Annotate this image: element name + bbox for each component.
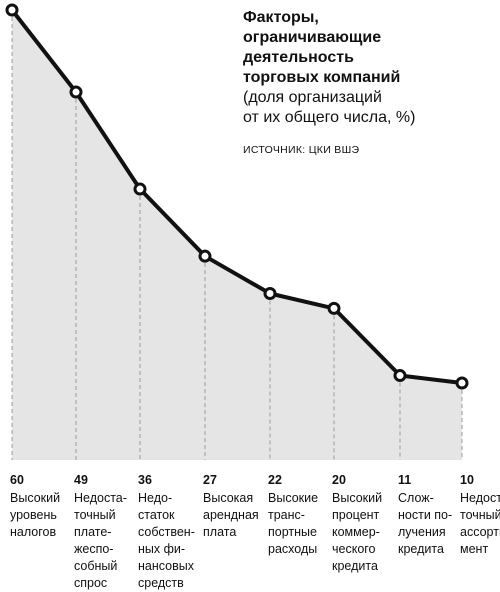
value-label-0: 60 [10, 473, 24, 487]
category-label-4: 22 Высокие транс- портные расходы [268, 472, 330, 558]
chart-point-layer [5, 3, 469, 390]
data-point-7 [455, 376, 469, 390]
category-name-6: Слож- ности по- лучения кредита [398, 491, 453, 556]
category-name-4: Высокие транс- портные расходы [268, 491, 319, 556]
category-name-5: Высокий процент коммер- ческого кредита [332, 491, 383, 573]
chart-subtitle: (доля организаций от их общего числа, %) [243, 89, 416, 126]
category-label-6: 11 Слож- ности по- лучения кредита [398, 472, 460, 558]
value-label-3: 27 [203, 473, 217, 487]
chart-source: Источник: ЦКИ ВШЭ [243, 144, 360, 156]
data-point-0 [5, 3, 19, 17]
value-label-7: 10 [460, 473, 474, 487]
data-point-5 [327, 301, 341, 315]
category-label-2: 36 Недо- статок собствен- ных фи- нансовы… [138, 472, 200, 592]
value-label-6: 11 [398, 473, 412, 487]
category-name-0: Высокий уровень налогов [10, 491, 61, 539]
chart-line-layer [10, 8, 463, 385]
category-name-1: Недоста- точный плате- жеспо- собный спр… [74, 491, 127, 590]
category-label-0: 60 Высокий уровень налогов [10, 472, 72, 541]
category-name-3: Высокая арендная плата [203, 491, 259, 539]
chart-area-fill [12, 10, 462, 460]
series-line [10, 8, 463, 385]
data-point-4 [263, 286, 277, 300]
value-label-5: 20 [332, 473, 346, 487]
chart-title: Факторы, ограничивающие деятельность тор… [243, 9, 401, 86]
data-point-2 [133, 182, 147, 196]
data-point-1 [69, 85, 83, 99]
category-label-3: 27 Высокая арендная плата [203, 472, 265, 541]
value-label-4: 22 [268, 473, 282, 487]
chart-title-block: Факторы, ограничивающие деятельность тор… [243, 8, 493, 156]
chart-dropline-layer [11, 10, 463, 460]
category-name-2: Недо- статок собствен- ных фи- нансовых … [138, 491, 195, 590]
data-point-3 [198, 249, 212, 263]
chart-area-layer [12, 10, 462, 460]
category-label-5: 20 Высокий процент коммер- ческого кредит… [332, 472, 394, 575]
category-label-7: 10 Недоста- точный ассорти- мент [460, 472, 500, 558]
data-point-6 [393, 369, 407, 383]
category-name-7: Недоста- точный ассорти- мент [460, 491, 500, 556]
value-label-1: 49 [74, 473, 88, 487]
category-label-1: 49 Недоста- точный плате- жеспо- собный с… [74, 472, 136, 592]
category-labels: 60 Высокий уровень налогов 49 Недоста- точн… [0, 472, 500, 592]
value-label-2: 36 [138, 473, 152, 487]
